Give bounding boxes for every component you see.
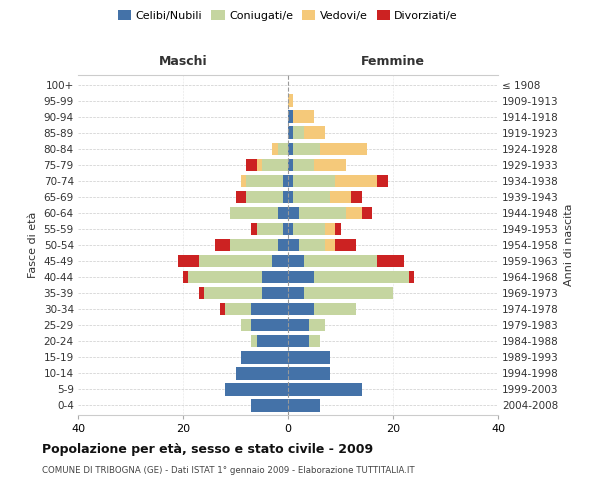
Bar	[272, 142, 277, 155]
Bar	[361, 206, 372, 219]
Bar	[351, 190, 361, 203]
Bar	[288, 238, 299, 252]
Bar	[257, 222, 283, 235]
Bar	[288, 303, 314, 316]
Bar	[277, 206, 288, 219]
Bar	[314, 271, 409, 283]
Bar	[215, 238, 230, 252]
Bar	[257, 158, 262, 171]
Bar	[188, 271, 262, 283]
Bar	[304, 255, 377, 268]
Bar	[283, 222, 288, 235]
Bar	[288, 335, 309, 347]
Bar	[325, 238, 335, 252]
Y-axis label: Anni di nascita: Anni di nascita	[565, 204, 574, 286]
Bar	[262, 158, 288, 171]
Bar	[241, 319, 251, 332]
Text: COMUNE DI TRIBOGNA (GE) - Dati ISTAT 1° gennaio 2009 - Elaborazione TUTTITALIA.I: COMUNE DI TRIBOGNA (GE) - Dati ISTAT 1° …	[42, 466, 415, 475]
Bar	[199, 287, 204, 300]
Bar	[230, 206, 277, 219]
Bar	[288, 126, 293, 139]
Bar	[235, 190, 246, 203]
Bar	[246, 174, 283, 187]
Bar	[377, 174, 388, 187]
Bar	[262, 271, 288, 283]
Bar	[288, 255, 304, 268]
Bar	[288, 367, 330, 380]
Bar	[293, 174, 335, 187]
Bar	[288, 271, 314, 283]
Bar	[288, 319, 309, 332]
Bar	[309, 335, 320, 347]
Bar	[199, 255, 272, 268]
Bar	[225, 383, 288, 396]
Bar	[183, 271, 188, 283]
Bar	[277, 238, 288, 252]
Bar	[230, 238, 277, 252]
Bar	[288, 399, 320, 411]
Bar	[314, 303, 356, 316]
Bar	[330, 190, 351, 203]
Bar	[377, 255, 404, 268]
Bar	[204, 287, 262, 300]
Bar	[293, 142, 320, 155]
Bar	[241, 174, 246, 187]
Bar	[299, 206, 346, 219]
Bar	[272, 255, 288, 268]
Bar	[225, 303, 251, 316]
Bar	[220, 303, 225, 316]
Bar	[288, 287, 304, 300]
Bar	[335, 238, 356, 252]
Bar	[288, 351, 330, 364]
Bar	[299, 238, 325, 252]
Bar	[283, 174, 288, 187]
Text: Maschi: Maschi	[158, 55, 208, 68]
Bar	[241, 351, 288, 364]
Bar	[409, 271, 414, 283]
Bar	[283, 190, 288, 203]
Bar	[293, 110, 314, 123]
Y-axis label: Fasce di età: Fasce di età	[28, 212, 38, 278]
Bar	[178, 255, 199, 268]
Bar	[262, 287, 288, 300]
Bar	[251, 319, 288, 332]
Bar	[288, 142, 293, 155]
Bar	[257, 335, 288, 347]
Bar	[288, 383, 361, 396]
Bar	[309, 319, 325, 332]
Bar	[288, 174, 293, 187]
Bar	[251, 335, 257, 347]
Legend: Celibi/Nubili, Coniugati/e, Vedovi/e, Divorziati/e: Celibi/Nubili, Coniugati/e, Vedovi/e, Di…	[116, 8, 460, 23]
Text: Popolazione per età, sesso e stato civile - 2009: Popolazione per età, sesso e stato civil…	[42, 442, 373, 456]
Bar	[293, 158, 314, 171]
Bar	[251, 222, 257, 235]
Bar	[335, 222, 341, 235]
Bar	[304, 126, 325, 139]
Bar	[293, 190, 330, 203]
Bar	[288, 190, 293, 203]
Bar	[251, 399, 288, 411]
Bar	[304, 287, 393, 300]
Bar	[288, 206, 299, 219]
Bar	[288, 94, 293, 107]
Bar	[288, 158, 293, 171]
Bar	[251, 303, 288, 316]
Bar	[325, 222, 335, 235]
Bar	[293, 222, 325, 235]
Bar	[293, 126, 304, 139]
Bar	[246, 190, 283, 203]
Text: Femmine: Femmine	[361, 55, 425, 68]
Bar	[335, 174, 377, 187]
Bar	[235, 367, 288, 380]
Bar	[288, 222, 293, 235]
Bar	[314, 158, 346, 171]
Bar	[320, 142, 367, 155]
Bar	[288, 110, 293, 123]
Bar	[277, 142, 288, 155]
Bar	[346, 206, 361, 219]
Bar	[246, 158, 257, 171]
